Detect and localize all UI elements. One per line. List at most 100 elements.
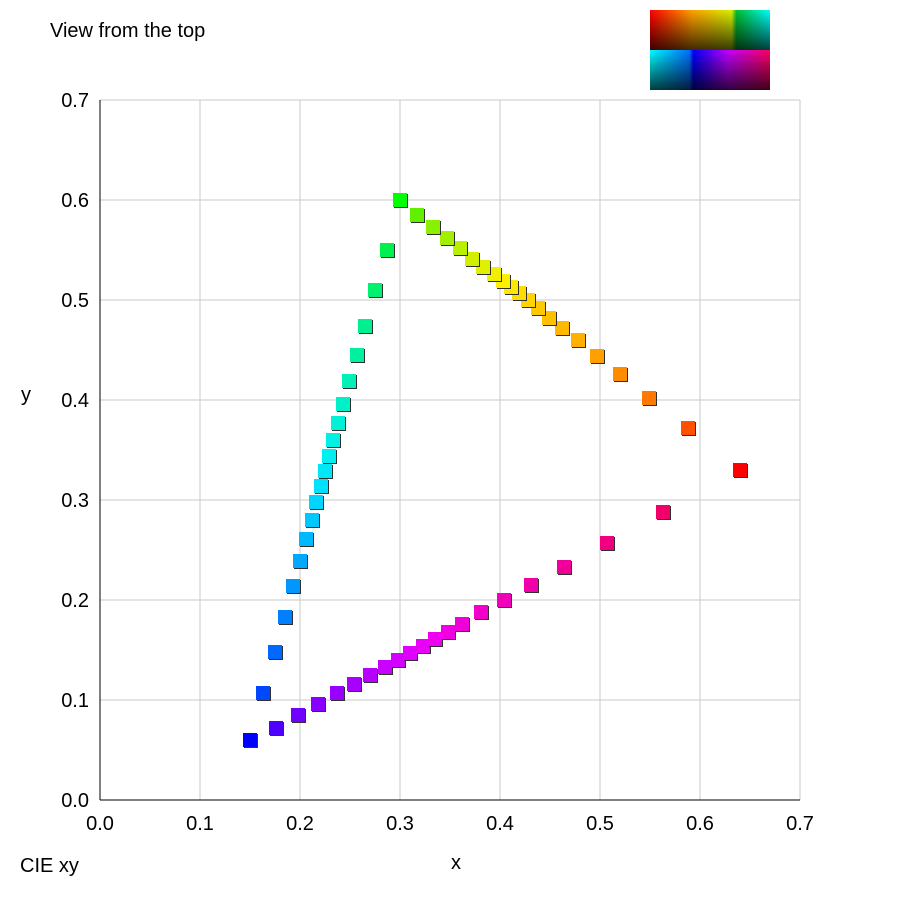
data-point (613, 367, 628, 382)
data-point-marker (363, 668, 377, 682)
data-point-marker (291, 708, 305, 722)
data-point-marker (322, 449, 336, 463)
data-point (278, 610, 293, 625)
y-tick-label: 0.7 (61, 90, 89, 112)
data-point-marker (256, 686, 270, 700)
data-point (322, 449, 337, 464)
data-point-marker (590, 349, 604, 363)
data-point (305, 513, 320, 528)
data-point-marker (455, 617, 469, 631)
data-point (403, 646, 418, 661)
data-point-marker (416, 639, 430, 653)
data-point-marker (326, 433, 340, 447)
data-point (293, 554, 308, 569)
data-point (330, 686, 345, 701)
data-point (642, 391, 657, 406)
data-point (542, 311, 557, 326)
data-point (342, 374, 357, 389)
data-point-marker (391, 653, 405, 667)
data-point (393, 193, 408, 208)
data-point-marker (571, 333, 585, 347)
data-point (318, 464, 333, 479)
data-point-marker (453, 241, 467, 255)
data-point-marker (293, 554, 307, 568)
data-point-marker (613, 367, 627, 381)
data-point (428, 632, 443, 647)
axes (99, 100, 800, 801)
y-tick-label: 0.5 (61, 290, 89, 312)
data-point-marker (642, 391, 656, 405)
grid-lines (99, 99, 801, 801)
data-point-marker (299, 532, 313, 546)
data-point-marker (656, 505, 670, 519)
data-point (391, 653, 406, 668)
data-point (571, 333, 586, 348)
y-tick-label: 0.0 (61, 790, 89, 812)
data-point-marker (524, 578, 538, 592)
data-point (455, 617, 470, 632)
data-point-marker (309, 495, 323, 509)
data-point (268, 645, 283, 660)
y-tick-label: 0.1 (61, 690, 89, 712)
data-point (368, 283, 383, 298)
data-point-marker (350, 348, 364, 362)
data-point-marker (318, 464, 332, 478)
data-point-marker (314, 479, 328, 493)
data-point (440, 231, 455, 246)
data-point (426, 220, 441, 235)
data-point-marker (465, 252, 479, 266)
data-point (476, 260, 491, 275)
data-point (314, 479, 329, 494)
data-point (681, 421, 696, 436)
x-tick-label: 0.4 (486, 813, 514, 835)
data-point (465, 252, 480, 267)
x-tick-label: 0.7 (786, 813, 814, 835)
data-point (269, 721, 284, 736)
data-point-marker (347, 677, 361, 691)
data-point-marker (368, 283, 382, 297)
data-point-marker (428, 632, 442, 646)
data-point (600, 536, 615, 551)
data-point-marker (441, 625, 455, 639)
data-point-marker (426, 220, 440, 234)
x-tick-label: 0.3 (386, 813, 414, 835)
data-point (350, 348, 365, 363)
data-point (474, 605, 489, 620)
data-point-marker (358, 319, 372, 333)
data-point-marker (269, 721, 283, 735)
data-point (347, 677, 362, 692)
y-tick-label: 0.6 (61, 190, 89, 212)
data-points (243, 193, 748, 748)
x-tick-label: 0.2 (286, 813, 314, 835)
data-point (656, 505, 671, 520)
data-point-marker (497, 593, 511, 607)
x-tick-label: 0.6 (686, 813, 714, 835)
data-point-marker (330, 686, 344, 700)
data-point-marker (305, 513, 319, 527)
data-point (363, 668, 378, 683)
data-point-marker (410, 208, 424, 222)
data-point (557, 560, 572, 575)
data-point (243, 733, 258, 748)
data-point-marker (681, 421, 695, 435)
data-point (299, 532, 314, 547)
color-space-label: CIE xy (20, 855, 79, 877)
data-point-marker (331, 416, 345, 430)
data-point-marker (600, 536, 614, 550)
data-point (524, 578, 539, 593)
data-point (441, 625, 456, 640)
data-point-marker (403, 646, 417, 660)
data-point (590, 349, 605, 364)
data-point (358, 319, 373, 334)
x-axis-label: x (451, 852, 461, 874)
data-point-marker (380, 243, 394, 257)
data-point-marker (474, 605, 488, 619)
tick-labels: 0.0 0.1 0.2 0.3 0.4 0.5 0.6 0.7 0.0 0.1 0.2 0.3 0.4 0… (61, 90, 814, 835)
data-point (497, 593, 512, 608)
data-point-marker (378, 660, 392, 674)
data-point-marker (311, 697, 325, 711)
data-point-marker (557, 560, 571, 574)
data-point-marker (278, 610, 292, 624)
